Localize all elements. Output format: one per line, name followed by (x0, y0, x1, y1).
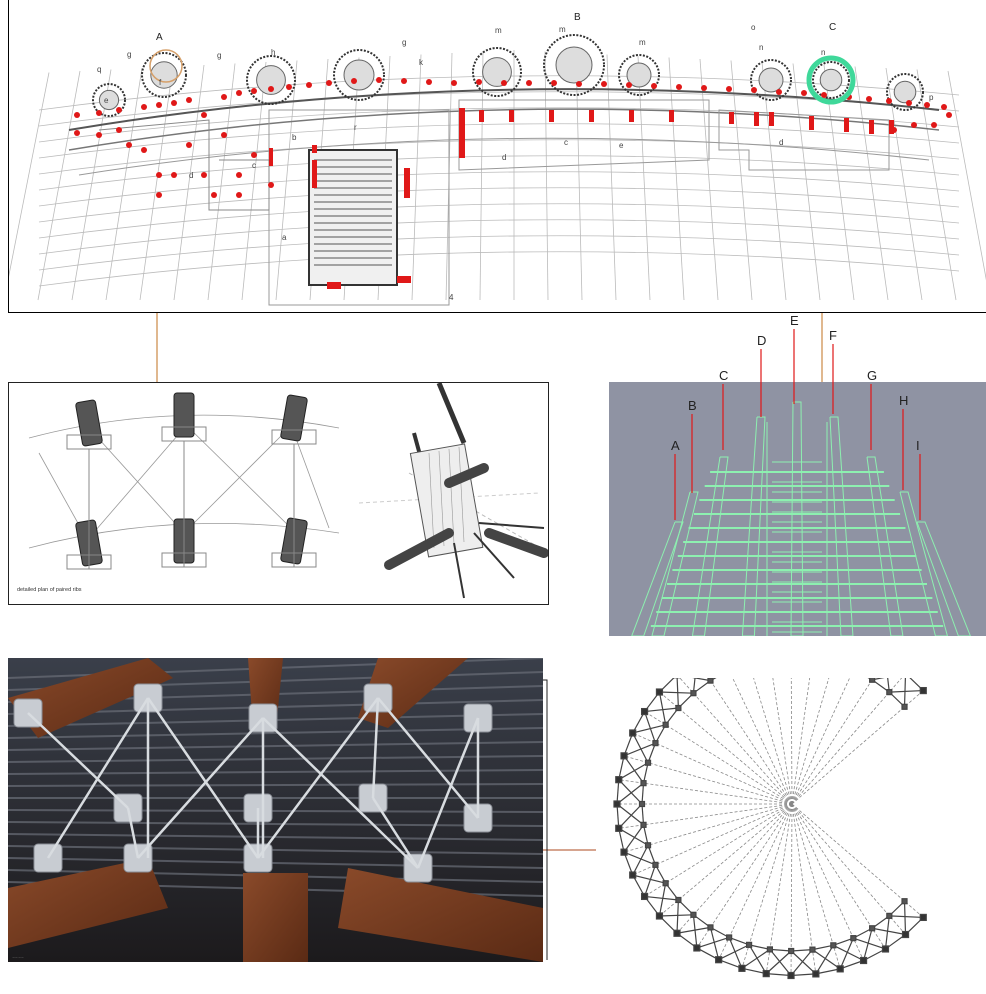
photo-footer: …… (12, 954, 24, 960)
room-label: n (759, 43, 763, 52)
rib-detail-drawing: detailed plan of paired ribs (8, 382, 549, 605)
room-label: c (564, 138, 568, 147)
wall-markers (269, 108, 894, 289)
room-label: 4 (449, 293, 454, 302)
highlight-circle-c (806, 55, 856, 105)
room-label: g (127, 50, 131, 59)
room-label: p (929, 93, 934, 102)
room-label: b (292, 133, 297, 142)
timber-rib-photo: …… (8, 658, 543, 962)
joint-3d-sketch (358, 383, 548, 599)
room-label: m (495, 26, 502, 35)
radial-rib-plan-svg (613, 678, 927, 980)
room-label: g (217, 51, 221, 60)
room-label: k (419, 58, 424, 67)
rib-label: F (829, 328, 837, 343)
auditorium-block (268, 109, 450, 306)
room-label: d (189, 171, 193, 180)
dome-circles (92, 34, 924, 117)
rib-label: G (867, 368, 877, 383)
room-label: d (502, 153, 506, 162)
wireframe-svg (631, 401, 971, 636)
room-label: f (159, 78, 162, 87)
room-label: o (751, 23, 756, 32)
floor-plan-svg: A B C e f g g h g m m m n n k o p q d c b a d c r d e 4 (9, 12, 986, 306)
room-label: a (282, 233, 287, 242)
zone-label-c: C (829, 22, 836, 33)
rib-label-layer: A B C D E F G H I (671, 313, 921, 520)
zone-label-a: A (156, 32, 163, 43)
rib-label: A (671, 438, 680, 453)
floor-plan-drawing: A B C e f g g h g m m m n n k o p q d c b a d c r d e 4 (8, 0, 986, 313)
room-label: q (97, 65, 101, 74)
timber-rib-photo-svg: …… (8, 658, 543, 962)
rib-label: B (688, 398, 697, 413)
wireframe-render (609, 382, 986, 636)
rib-label: H (899, 393, 908, 408)
room-label: d (779, 138, 783, 147)
room-label: m (559, 25, 566, 34)
rib-detail-svg: detailed plan of paired ribs (17, 383, 548, 599)
radial-rib-plan (596, 678, 986, 994)
room-label: n (821, 48, 825, 57)
column-markers (74, 77, 952, 198)
rib-label: C (719, 368, 728, 383)
room-label: e (104, 96, 109, 105)
highlight-circle-a (149, 49, 183, 83)
room-label: e (619, 141, 624, 150)
room-label: m (639, 38, 646, 47)
detail-caption: detailed plan of paired ribs (17, 587, 82, 593)
room-label: g (402, 38, 406, 47)
zone-label-b: B (574, 12, 581, 23)
room-label: c (252, 161, 256, 170)
rib-label: D (757, 333, 766, 348)
rib-label: E (790, 313, 799, 328)
rib-label: I (916, 438, 920, 453)
room-label: r (354, 123, 357, 132)
room-label: h (271, 48, 275, 57)
